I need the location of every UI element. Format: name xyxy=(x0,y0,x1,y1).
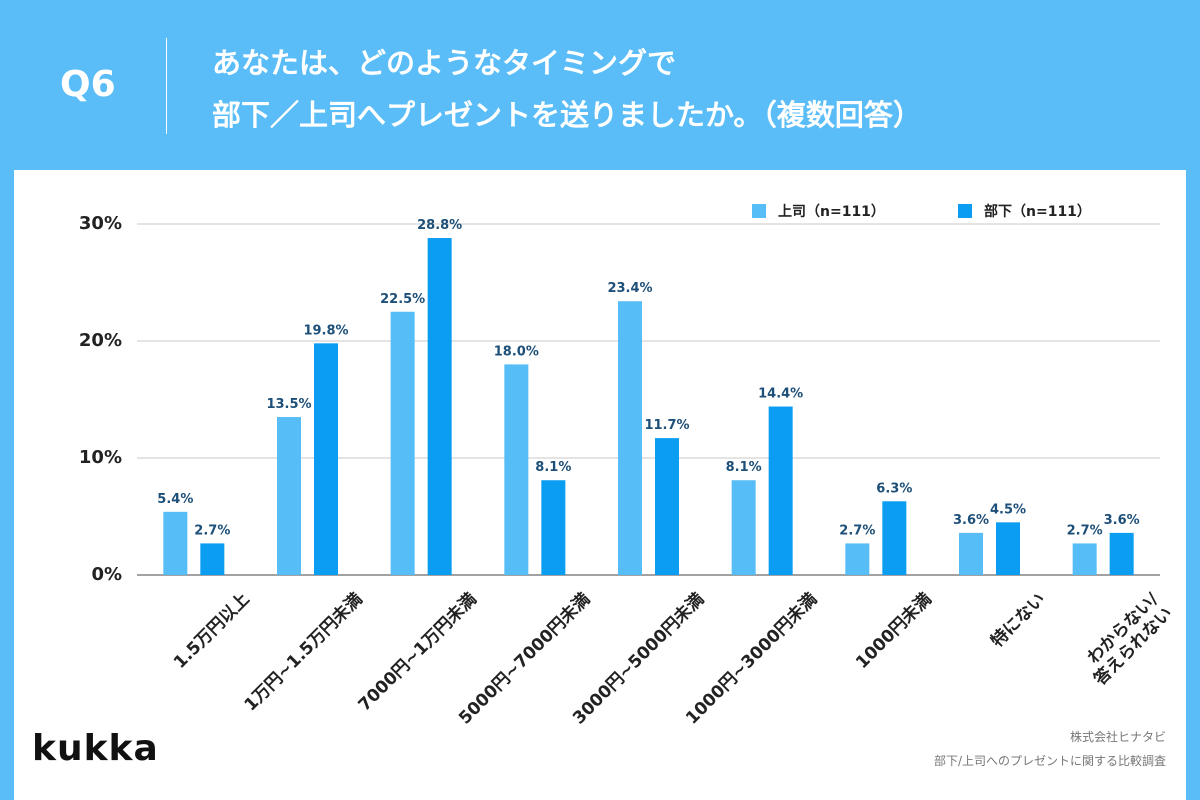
value-label: 22.5% xyxy=(380,292,425,307)
logo: kukka xyxy=(32,728,159,769)
bar xyxy=(504,364,529,575)
bar xyxy=(163,511,188,575)
y-tick-label: 20% xyxy=(79,330,122,351)
value-label: 18.0% xyxy=(494,344,539,359)
bar xyxy=(541,480,566,575)
divider xyxy=(166,38,167,134)
bar xyxy=(277,417,301,575)
bar xyxy=(1109,532,1134,575)
value-label: 4.5% xyxy=(990,502,1026,517)
value-label: 8.1% xyxy=(726,460,762,475)
question-label: Q6 xyxy=(60,64,116,105)
value-label: 3.6% xyxy=(1104,513,1140,528)
bar xyxy=(845,543,870,575)
value-label: 2.7% xyxy=(839,523,875,538)
value-label: 2.7% xyxy=(194,523,230,538)
title-line: あなたは、どのようなタイミングで xyxy=(212,46,677,80)
bar xyxy=(427,238,452,576)
value-label: 6.3% xyxy=(876,481,912,496)
value-label: 11.7% xyxy=(644,418,689,433)
bar xyxy=(618,301,642,575)
y-tick-label: 10% xyxy=(79,447,122,468)
bar xyxy=(655,438,679,575)
value-label: 23.4% xyxy=(607,281,652,296)
y-tick-label: 0% xyxy=(91,564,122,585)
bar xyxy=(996,522,1020,575)
value-label: 14.4% xyxy=(758,387,803,402)
title-line: 部下／上司へプレゼントを送りましたか。（複数回答） xyxy=(212,98,922,132)
bar xyxy=(959,532,983,575)
value-label: 8.1% xyxy=(535,460,571,475)
bar xyxy=(882,501,907,575)
legend-label: 部下（n=111） xyxy=(984,203,1091,220)
value-label: 28.8% xyxy=(417,218,462,233)
bar xyxy=(390,311,415,575)
y-tick-label: 30% xyxy=(79,213,122,234)
value-label: 13.5% xyxy=(266,397,311,412)
value-label: 2.7% xyxy=(1067,523,1103,538)
bar xyxy=(1072,543,1097,575)
value-label: 19.8% xyxy=(303,323,348,338)
value-label: 3.6% xyxy=(953,513,989,528)
legend-swatch xyxy=(752,204,766,218)
source: 株式会社ヒナタビ xyxy=(1069,730,1166,744)
source: 部下/上司へのプレゼントに関する比較調査 xyxy=(933,754,1166,768)
bar xyxy=(731,480,756,575)
bar xyxy=(314,343,338,575)
legend-swatch xyxy=(958,204,972,218)
bar xyxy=(768,406,793,575)
legend-label: 上司（n=111） xyxy=(778,204,885,220)
chart-panel xyxy=(14,170,1186,800)
bar xyxy=(200,543,225,575)
value-label: 5.4% xyxy=(157,492,193,507)
